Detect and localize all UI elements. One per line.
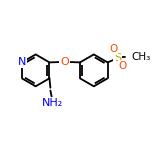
- Text: O: O: [109, 44, 117, 54]
- Text: NH₂: NH₂: [42, 98, 63, 108]
- Text: CH₃: CH₃: [131, 52, 150, 62]
- Text: O: O: [60, 57, 69, 67]
- Text: S: S: [114, 53, 121, 63]
- Text: N: N: [18, 57, 26, 67]
- Text: O: O: [119, 61, 127, 71]
